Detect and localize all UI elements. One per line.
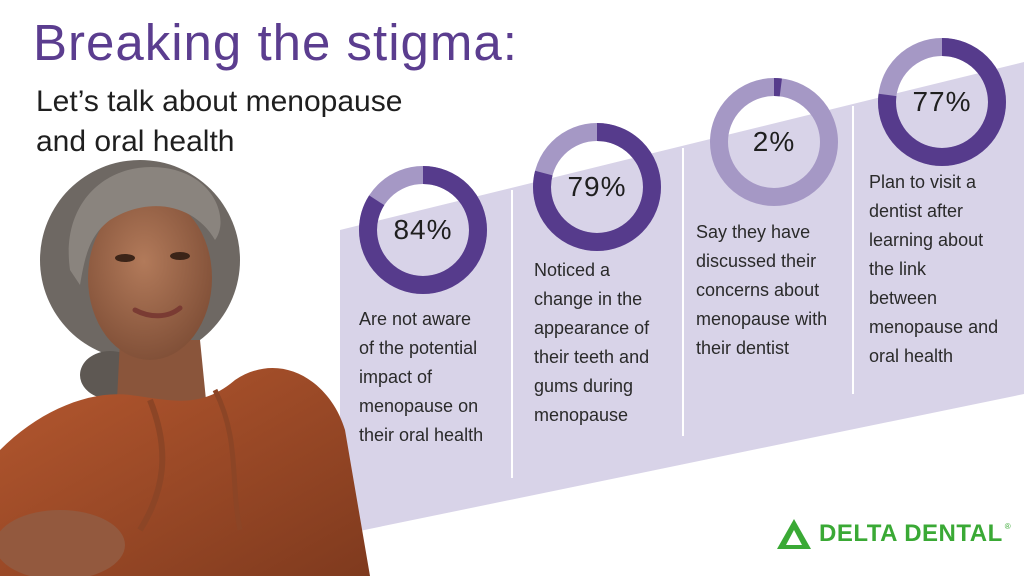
description-line: the link xyxy=(869,259,927,279)
page-title: Breaking the stigma: xyxy=(33,14,518,71)
ring-fill xyxy=(533,123,661,251)
donut-ring xyxy=(710,78,838,206)
description-line: their dentist xyxy=(696,338,790,358)
description-line: Plan to visit a xyxy=(869,172,977,192)
page-subtitle: Let’s talk about menopause and oral heal… xyxy=(36,82,402,162)
description-line: Are not aware xyxy=(359,309,472,329)
description-line: appearance of xyxy=(534,318,650,338)
description-line: of the potential xyxy=(359,338,478,358)
stat-description-4: Plan to visit a dentist after learning a… xyxy=(869,168,1024,371)
donut-ring xyxy=(533,123,661,251)
donut-chart-2: 79% xyxy=(531,121,663,253)
ring-fill xyxy=(878,38,1006,166)
woman-portrait-photo xyxy=(0,160,370,576)
donut-chart-1: 84% xyxy=(357,164,489,296)
description-line: oral health xyxy=(869,346,954,366)
donut-chart-3: 2% xyxy=(708,76,840,208)
description-line: menopause xyxy=(534,405,629,425)
donut-ring xyxy=(359,166,487,294)
percent-value: 77% xyxy=(912,86,972,117)
percent-value: 84% xyxy=(393,214,453,245)
description-line: Noticed a xyxy=(534,260,611,280)
donut-ring xyxy=(878,38,1006,166)
description-line: Say they have xyxy=(696,222,811,242)
description-line: gums during xyxy=(534,376,634,396)
description-line: dentist after xyxy=(869,201,964,221)
subtitle-line: Let’s talk about menopause xyxy=(36,85,403,118)
ring-fill xyxy=(359,166,487,294)
delta-dental-logo: DELTA DENTAL ® xyxy=(777,516,1011,552)
subtitle-line: and oral health xyxy=(36,125,235,158)
description-line: discussed their xyxy=(696,251,817,271)
stat-description-2: Noticed a change in the appearance of th… xyxy=(534,256,699,430)
registered-mark: ® xyxy=(1004,522,1011,531)
logo-text: DELTA DENTAL xyxy=(819,520,1003,547)
description-line: learning about xyxy=(869,230,984,250)
percent-value: 2% xyxy=(752,126,796,157)
description-line: menopause on xyxy=(359,396,479,416)
delta-triangle-icon xyxy=(777,519,811,549)
description-line: between xyxy=(869,288,938,308)
stat-description-1: Are not aware of the potential impact of… xyxy=(359,305,524,450)
description-line: their teeth and xyxy=(534,347,650,367)
description-line: their oral health xyxy=(359,425,484,445)
description-line: concerns about xyxy=(696,280,820,300)
donut-chart-4: 77% xyxy=(876,36,1008,168)
description-line: impact of xyxy=(359,367,433,387)
description-line: menopause with xyxy=(696,309,828,329)
description-line: change in the xyxy=(534,289,643,309)
ring-fill xyxy=(710,78,838,206)
percent-value: 79% xyxy=(567,171,627,202)
stat-description-3: Say they have discussed their concerns a… xyxy=(696,218,861,363)
description-line: menopause and xyxy=(869,317,999,337)
